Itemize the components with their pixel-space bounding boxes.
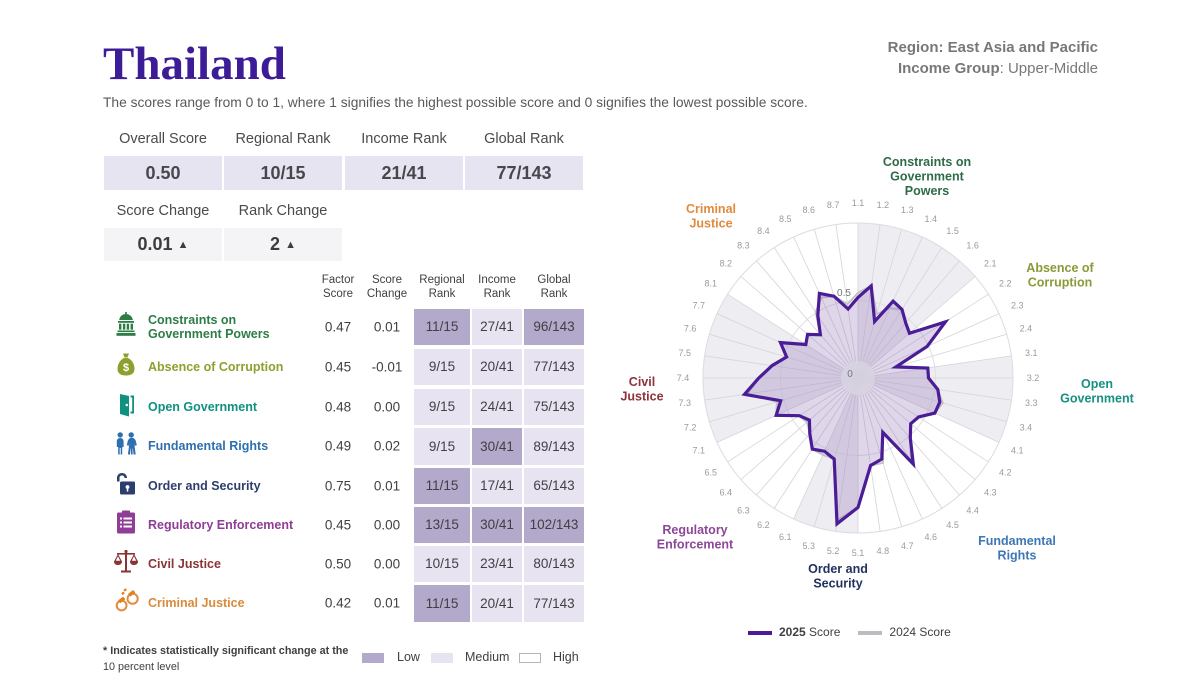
svg-text:6.1: 6.1 — [779, 532, 792, 542]
svg-text:4.6: 4.6 — [924, 532, 937, 542]
svg-text:7.4: 7.4 — [677, 373, 690, 383]
svg-text:Enforcement: Enforcement — [657, 538, 734, 552]
svg-text:4.1: 4.1 — [1011, 446, 1024, 456]
svg-text:Civil: Civil — [629, 375, 655, 389]
svg-text:4.5: 4.5 — [946, 520, 959, 530]
svg-text:Fundamental: Fundamental — [978, 534, 1056, 548]
svg-text:1.5: 1.5 — [946, 226, 959, 236]
svg-text:1.6: 1.6 — [966, 241, 979, 251]
svg-text:2.4: 2.4 — [1020, 324, 1033, 334]
svg-text:4.8: 4.8 — [877, 546, 890, 556]
svg-text:Absence of: Absence of — [1026, 261, 1094, 275]
svg-text:7.6: 7.6 — [684, 324, 697, 334]
svg-text:2.1: 2.1 — [984, 258, 997, 268]
svg-text:7.2: 7.2 — [684, 422, 697, 432]
svg-text:Powers: Powers — [905, 184, 950, 198]
svg-text:5.1: 5.1 — [852, 548, 865, 558]
svg-text:8.6: 8.6 — [802, 205, 815, 215]
svg-text:0.5: 0.5 — [837, 288, 851, 299]
svg-text:6.4: 6.4 — [719, 488, 732, 498]
svg-text:6.2: 6.2 — [757, 520, 770, 530]
svg-text:8.1: 8.1 — [705, 278, 718, 288]
svg-text:1.4: 1.4 — [924, 214, 937, 224]
svg-text:3.1: 3.1 — [1025, 348, 1038, 358]
svg-text:1.3: 1.3 — [901, 205, 914, 215]
svg-text:Constraints on: Constraints on — [883, 155, 971, 169]
svg-text:Order and: Order and — [808, 562, 868, 576]
svg-text:7.3: 7.3 — [679, 398, 692, 408]
svg-text:8.2: 8.2 — [719, 258, 732, 268]
svg-text:6.5: 6.5 — [705, 468, 718, 478]
svg-text:Justice: Justice — [689, 217, 732, 231]
svg-text:4.2: 4.2 — [999, 468, 1012, 478]
svg-text:Regulatory: Regulatory — [662, 523, 727, 537]
svg-text:Corruption: Corruption — [1028, 276, 1093, 290]
svg-text:Justice: Justice — [620, 390, 663, 404]
svg-text:5.3: 5.3 — [802, 541, 815, 551]
svg-text:Rights: Rights — [998, 549, 1037, 563]
svg-text:7.1: 7.1 — [693, 446, 706, 456]
svg-text:3.2: 3.2 — [1027, 373, 1040, 383]
svg-text:4.7: 4.7 — [901, 541, 914, 551]
svg-text:8.7: 8.7 — [827, 200, 840, 210]
svg-text:1.2: 1.2 — [877, 200, 890, 210]
svg-text:1.1: 1.1 — [852, 198, 865, 208]
svg-text:7.5: 7.5 — [679, 348, 692, 358]
svg-text:Government: Government — [890, 170, 964, 184]
svg-text:8.4: 8.4 — [757, 226, 770, 236]
svg-text:$: $ — [123, 362, 129, 374]
svg-text:6.3: 6.3 — [737, 505, 750, 515]
svg-text:Open: Open — [1081, 377, 1113, 391]
svg-text:8.3: 8.3 — [737, 241, 750, 251]
svg-text:4.3: 4.3 — [984, 488, 997, 498]
svg-text:2.2: 2.2 — [999, 278, 1012, 288]
svg-text:Criminal: Criminal — [686, 202, 736, 216]
svg-text:8.5: 8.5 — [779, 214, 792, 224]
svg-text:5.2: 5.2 — [827, 546, 840, 556]
svg-text:Government: Government — [1060, 392, 1134, 406]
svg-text:Security: Security — [813, 577, 862, 591]
svg-text:2.3: 2.3 — [1011, 300, 1024, 310]
svg-text:7.7: 7.7 — [693, 300, 706, 310]
svg-text:0: 0 — [847, 369, 853, 380]
svg-text:3.4: 3.4 — [1020, 422, 1033, 432]
svg-text:3.3: 3.3 — [1025, 398, 1038, 408]
svg-text:4.4: 4.4 — [966, 505, 979, 515]
